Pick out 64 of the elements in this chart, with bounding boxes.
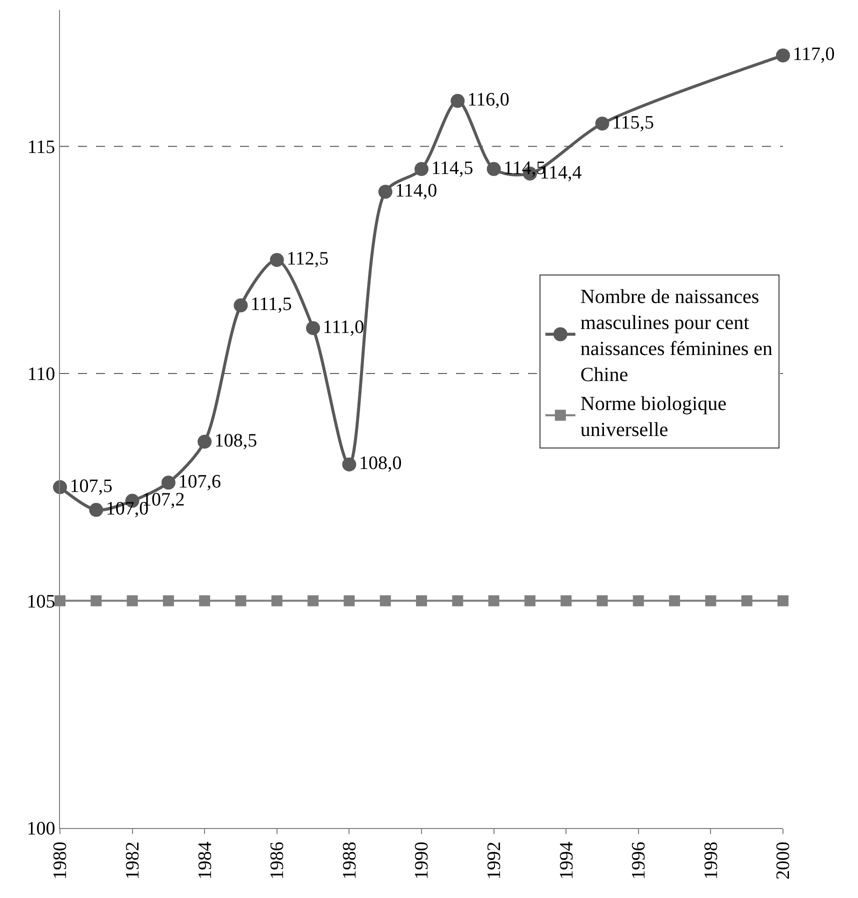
point: [306, 321, 320, 336]
data-label: 116,0: [467, 90, 510, 111]
point: [778, 595, 788, 606]
point: [452, 595, 464, 606]
y-tick-label: 105: [26, 591, 56, 612]
point: [234, 298, 248, 312]
point: [596, 595, 608, 606]
x-tick-label: 1990: [412, 842, 433, 880]
x-tick-label: 1998: [700, 842, 722, 880]
point: [669, 595, 680, 606]
point: [560, 595, 572, 606]
point: [161, 476, 176, 490]
point: [198, 434, 212, 449]
legend-label: Norme biologique universelle: [580, 393, 727, 442]
data-label: 115,5: [612, 112, 654, 134]
data-label: 114,5: [431, 158, 474, 179]
point: [741, 595, 752, 606]
data-label: 107,5: [70, 476, 112, 497]
data-label: 108,0: [358, 453, 402, 474]
point: [414, 162, 428, 176]
y-tick-label: 110: [27, 364, 56, 386]
point: [271, 595, 282, 606]
point: [380, 595, 391, 606]
point: [126, 595, 138, 606]
point: [524, 595, 536, 606]
data-label: 108,5: [214, 430, 258, 452]
y-tick-label: 100: [26, 818, 56, 840]
point: [378, 184, 392, 199]
point: [342, 457, 356, 472]
point: [450, 94, 465, 108]
data-label: 117,0: [792, 44, 835, 66]
point: [776, 48, 790, 62]
x-tick-label: 1986: [267, 842, 288, 880]
point: [705, 595, 716, 606]
x-tick-label: 1992: [484, 842, 505, 880]
x-tick-label: 1988: [339, 842, 360, 880]
x-tick-label: 1994: [556, 841, 578, 880]
point: [89, 502, 104, 517]
point: [90, 595, 102, 606]
data-label: 114,0: [395, 180, 438, 202]
x-tick-label: 1980: [50, 842, 72, 880]
x-tick-label: 1996: [628, 842, 650, 880]
point: [235, 595, 246, 606]
y-tick-label: 115: [27, 136, 56, 158]
point: [54, 595, 66, 606]
point: [632, 595, 644, 606]
data-label: 112,5: [286, 248, 329, 270]
x-tick-label: 1982: [122, 842, 144, 880]
point: [53, 480, 67, 494]
point: [308, 595, 319, 606]
point: [344, 595, 355, 606]
point: [486, 162, 501, 176]
x-tick-label: 2000: [773, 842, 794, 880]
point: [270, 252, 284, 267]
x-tick-label: 1984: [194, 841, 216, 880]
point: [162, 595, 174, 606]
point: [595, 116, 610, 131]
point: [416, 595, 427, 606]
data-label: 111,0: [322, 316, 364, 338]
data-label: 111,5: [250, 294, 292, 316]
legend-label: Nombre de naissances masculines pour cent naissances féminines en Chine: [580, 286, 773, 386]
data-label: 107,6: [178, 471, 221, 492]
point: [488, 595, 500, 606]
point: [199, 595, 210, 606]
